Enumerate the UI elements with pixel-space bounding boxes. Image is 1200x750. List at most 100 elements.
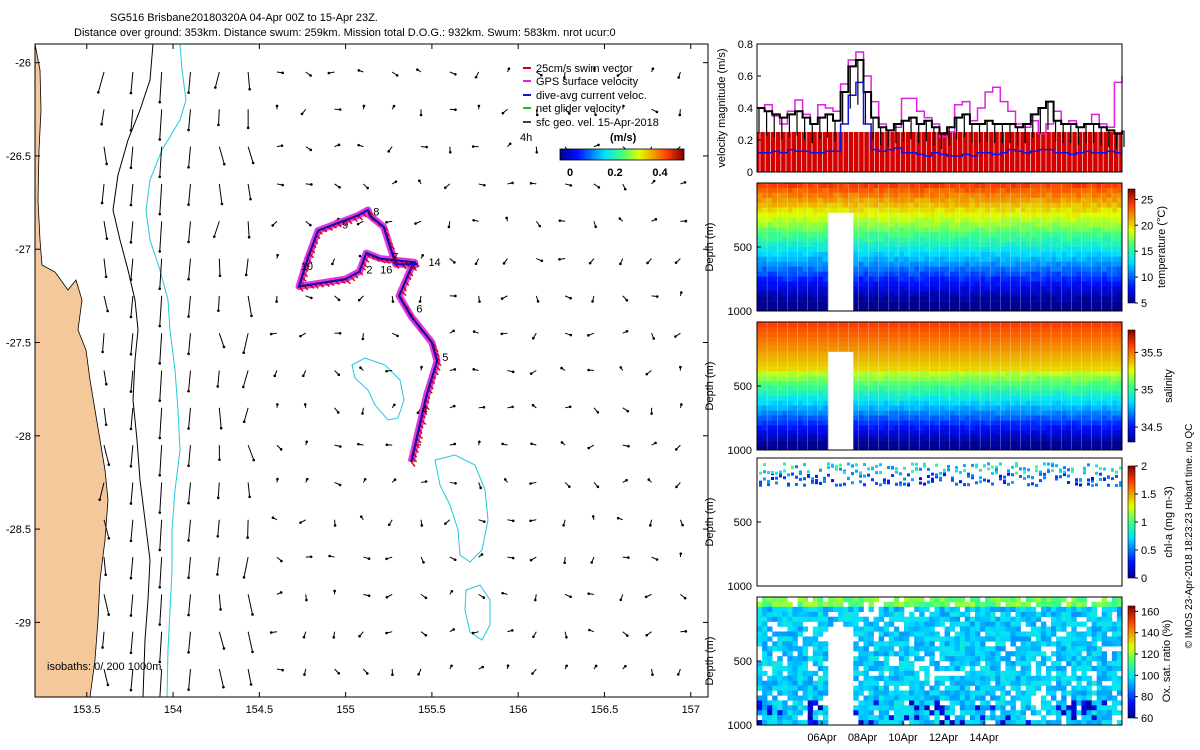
section-cell bbox=[1046, 336, 1052, 342]
section-cell bbox=[1015, 425, 1021, 431]
vel-ytick-label: 0.8 bbox=[738, 39, 753, 51]
section-cell bbox=[1066, 207, 1072, 213]
section-cell bbox=[843, 322, 849, 328]
section-cell bbox=[919, 183, 925, 189]
chl-sample bbox=[1091, 476, 1094, 480]
geo-vector bbox=[218, 333, 225, 348]
section-cell bbox=[1096, 306, 1103, 312]
section-cell bbox=[1076, 341, 1082, 347]
section-cell bbox=[898, 232, 905, 238]
section-cell bbox=[909, 445, 915, 451]
chl-sample bbox=[1023, 476, 1026, 480]
section-cell bbox=[990, 266, 996, 272]
section-cell bbox=[1000, 202, 1006, 208]
section-cell bbox=[1010, 445, 1016, 451]
section-cell bbox=[1020, 212, 1026, 218]
section-cell bbox=[909, 351, 915, 357]
geo-vector-head bbox=[414, 222, 417, 225]
geo-vector-head bbox=[619, 598, 623, 602]
section-cell bbox=[838, 202, 844, 208]
chl-sample bbox=[975, 481, 978, 485]
section-cell bbox=[802, 301, 808, 307]
section-cell bbox=[868, 266, 874, 272]
colorbar-unit: (m/s) bbox=[610, 132, 637, 144]
section-cell bbox=[1066, 281, 1072, 287]
section-cell bbox=[792, 376, 798, 382]
geo-vector-head bbox=[269, 631, 273, 634]
section-cell bbox=[1035, 202, 1042, 208]
section-cell bbox=[1025, 430, 1032, 436]
geo-vector bbox=[247, 295, 252, 316]
velocity-axes: 00.20.40.60.8 bbox=[738, 39, 761, 179]
section-cell bbox=[1056, 306, 1062, 312]
section-cell bbox=[1035, 322, 1042, 328]
section-cell bbox=[868, 301, 874, 307]
geo-vector bbox=[130, 146, 134, 168]
chl-sample bbox=[815, 479, 818, 483]
section-cell bbox=[822, 386, 829, 392]
geo-vector-head bbox=[222, 345, 226, 349]
section-cell bbox=[787, 187, 793, 194]
section-cell bbox=[1020, 425, 1026, 431]
geo-vector-head bbox=[187, 539, 190, 542]
geo-vector bbox=[159, 333, 163, 364]
map-xtick-label: 156.5 bbox=[591, 704, 619, 716]
section-cell bbox=[1005, 435, 1011, 441]
section-cell bbox=[909, 266, 915, 272]
section-cell bbox=[949, 351, 955, 357]
isobath-1000m bbox=[145, 44, 187, 697]
section-cell bbox=[1046, 381, 1052, 387]
section-cell bbox=[802, 445, 808, 451]
geo-vector bbox=[159, 109, 163, 140]
section-cell bbox=[893, 306, 900, 312]
section-cell bbox=[878, 331, 885, 337]
section-cell bbox=[1030, 301, 1037, 307]
section-cell bbox=[1020, 386, 1026, 392]
section-cell bbox=[797, 192, 803, 198]
section-cell bbox=[944, 420, 950, 426]
section-cell bbox=[767, 251, 773, 258]
section-cell bbox=[762, 197, 768, 203]
section-cell bbox=[898, 356, 905, 362]
section-cell bbox=[843, 336, 849, 342]
section-cell bbox=[1106, 405, 1113, 411]
section-cell bbox=[812, 395, 819, 401]
section-cell bbox=[1096, 341, 1103, 347]
section-cell bbox=[1081, 331, 1087, 337]
section-cell bbox=[1040, 410, 1047, 416]
dive-avg-current-track bbox=[298, 209, 438, 463]
chl-sample bbox=[955, 469, 958, 473]
geo-vector-head bbox=[416, 68, 419, 71]
section-cell bbox=[904, 440, 910, 446]
section-cell bbox=[893, 435, 900, 441]
section-cell bbox=[939, 410, 945, 416]
section-cell bbox=[914, 440, 920, 446]
section-cell bbox=[1086, 261, 1092, 267]
section-cell bbox=[782, 430, 788, 436]
section-cell bbox=[959, 192, 966, 198]
section-cell bbox=[1000, 306, 1006, 312]
section-cell bbox=[812, 187, 819, 194]
section-cell bbox=[1111, 336, 1118, 342]
section-cell bbox=[964, 346, 971, 352]
section-cell bbox=[949, 410, 955, 416]
section-cell bbox=[873, 202, 879, 208]
section-cell bbox=[939, 242, 945, 248]
section-cell bbox=[944, 425, 950, 431]
section-cell bbox=[1005, 326, 1011, 333]
section-cell bbox=[792, 286, 798, 292]
section-cell bbox=[858, 395, 864, 401]
section-cell bbox=[1061, 415, 1067, 421]
section-cell bbox=[777, 306, 783, 312]
section-cell bbox=[1106, 306, 1113, 312]
section-cell bbox=[807, 202, 814, 208]
section-cell bbox=[767, 366, 773, 372]
section-cell bbox=[904, 331, 910, 337]
section-cell bbox=[1076, 187, 1082, 194]
legend-geo: sfc geo. vel. 15-Apr-2018 bbox=[536, 117, 659, 129]
section-cell bbox=[1056, 286, 1062, 292]
section-cell bbox=[1030, 326, 1037, 333]
section-cell bbox=[762, 256, 768, 262]
section-cell bbox=[1096, 202, 1103, 208]
section-cell bbox=[1081, 341, 1087, 347]
